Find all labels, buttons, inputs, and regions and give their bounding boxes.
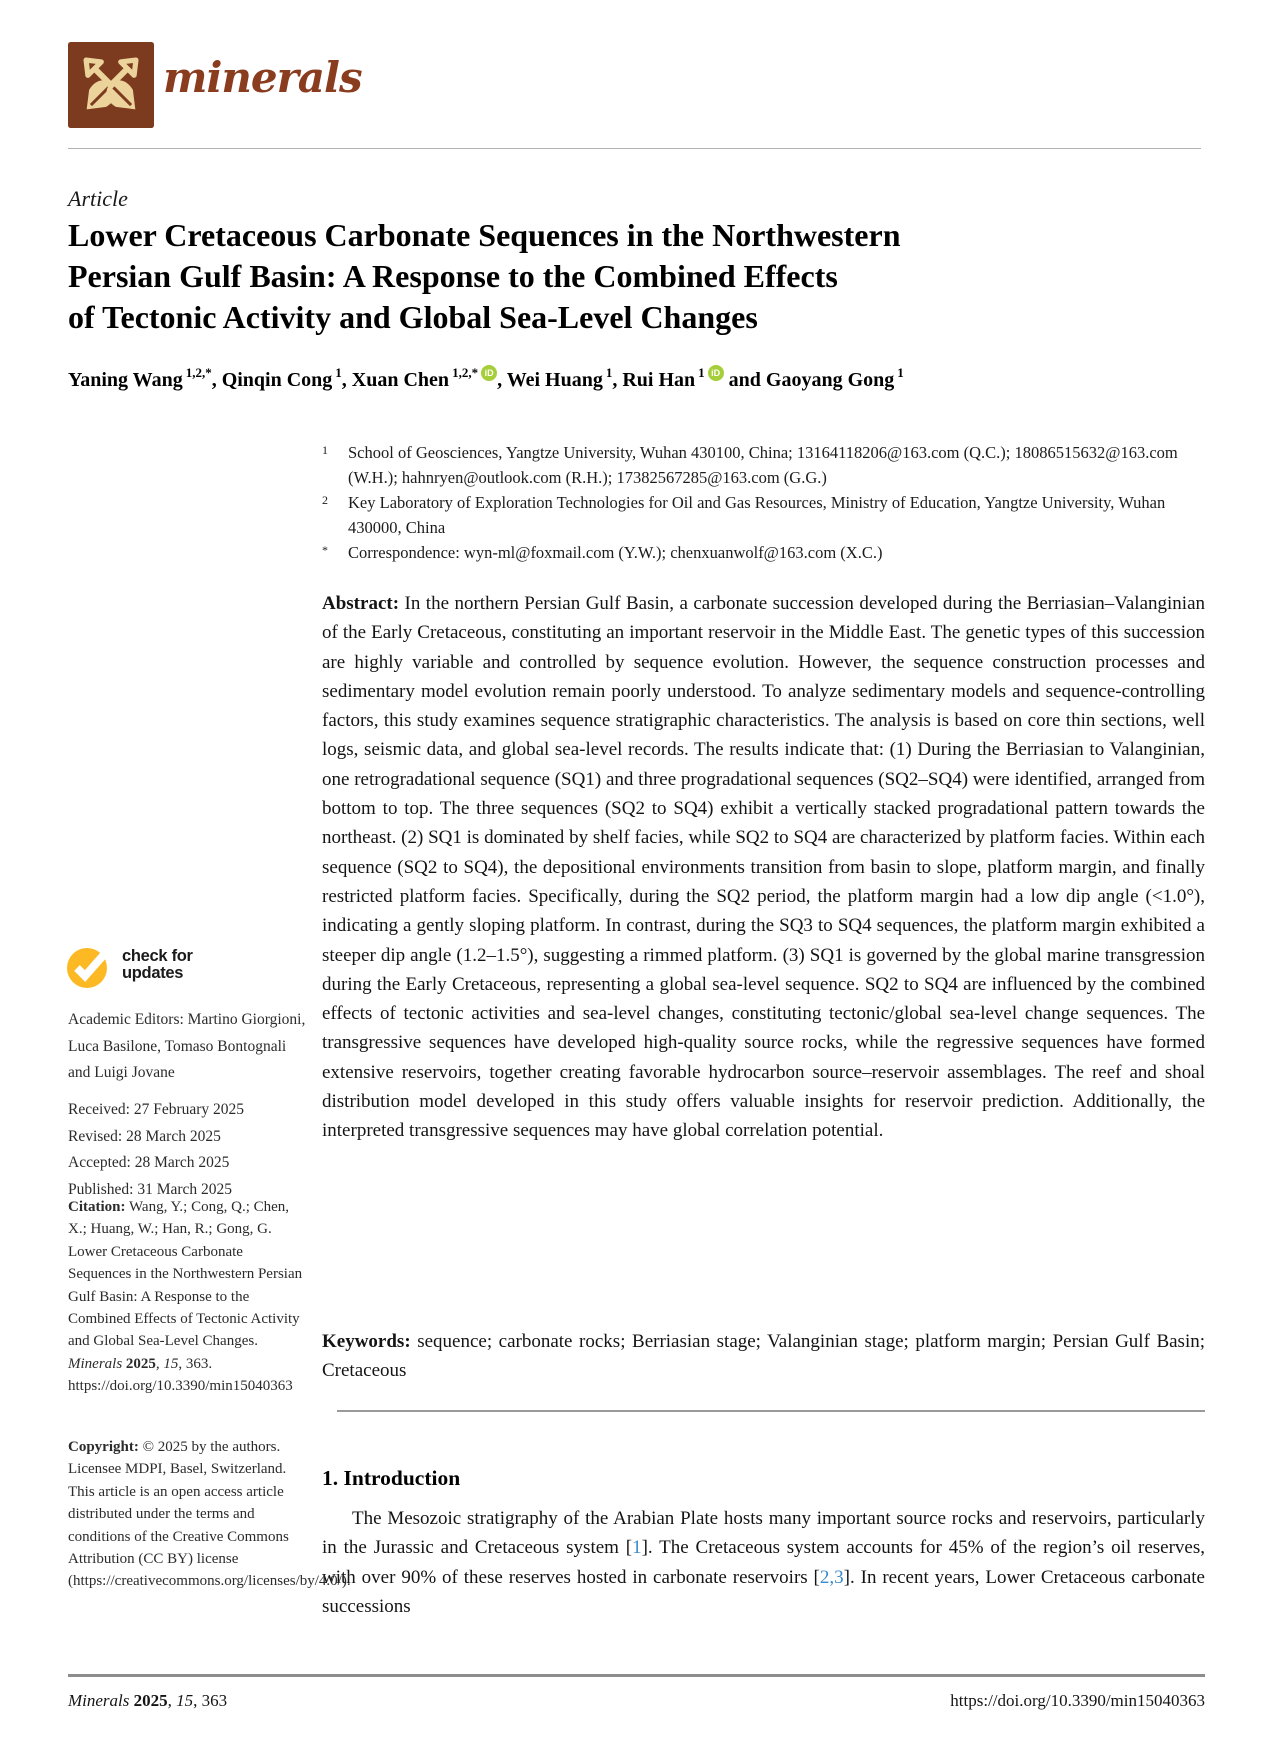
received-date: Received: 27 February 2025: [68, 1101, 245, 1118]
author: Yaning Wang 1,2,*,: [68, 365, 222, 391]
citation-label: Citation:: [68, 1199, 126, 1215]
check-for-updates-badge[interactable]: check for updates: [66, 940, 193, 990]
citation-text: Wang, Y.; Cong, Q.; Chen, X.; Huang, W.;…: [68, 1199, 303, 1350]
author: Qinqin Cong 1,: [221, 365, 352, 391]
academic-editors: Academic Editors: Martino Giorgioni, Luc…: [68, 1011, 306, 1081]
author-line: Yaning Wang 1,2,*, Qinqin Cong 1, Xuan Che…: [68, 365, 1188, 392]
title-line-2: Persian Gulf Basin: A Response to the Co…: [68, 258, 838, 294]
correspondence-text: Correspondence: wyn-ml@foxmail.com (Y.W.…: [348, 543, 883, 562]
author: Xuan Chen 1,2,* iD,: [351, 365, 507, 391]
title-line-3: of Tectonic Activity and Global Sea-Leve…: [68, 299, 758, 335]
crossed-shovels-icon: [68, 42, 154, 128]
accepted-date: Accepted: 28 March 2025: [68, 1154, 230, 1171]
header-divider: [68, 148, 1201, 149]
affiliation-text: School of Geosciences, Yangtze Universit…: [348, 443, 1178, 487]
intro-text: The Mesozoic stratigraphy of the Arabian…: [322, 1508, 1205, 1559]
minerals-logo-icon: [68, 42, 154, 128]
citation-ref-link[interactable]: 1: [632, 1537, 642, 1559]
citation-journal: Minerals: [68, 1355, 126, 1372]
introduction-paragraph: The Mesozoic stratigraphy of the Arabian…: [322, 1504, 1205, 1621]
abstract-text: In the northern Persian Gulf Basin, a ca…: [322, 593, 1206, 1142]
citation-doi-link[interactable]: https://doi.org/10.3390/min15040363: [68, 1378, 293, 1395]
citation-volume: , 15: [155, 1355, 179, 1372]
keywords: Keywords: sequence; carbonate rocks; Ber…: [322, 1327, 1205, 1386]
correspondence-marker: *: [322, 543, 328, 557]
published-date: Published: 31 March 2025: [68, 1180, 233, 1198]
copyright-block: Copyright: © 2025 by the authors. Licens…: [68, 1436, 351, 1593]
affiliations: 1 School of Geosciences, Yangtze Univers…: [322, 440, 1205, 565]
orcid-icon[interactable]: iD: [481, 365, 498, 381]
abstract: Abstract: In the northern Persian Gulf B…: [322, 589, 1205, 1146]
affiliation-item: 1 School of Geosciences, Yangtze Univers…: [322, 440, 1205, 490]
citation-year: 2025: [125, 1355, 156, 1372]
check-for-updates-label: check for updates: [122, 947, 193, 982]
footer-divider: [68, 1674, 1205, 1677]
citation-ref-link[interactable]: 2,3: [819, 1566, 844, 1588]
abstract-label: Abstract:: [322, 593, 400, 614]
affiliation-marker: 2: [322, 493, 328, 507]
footer-journal-ref: Minerals 2025, 15, 363: [68, 1691, 228, 1710]
affiliation-item: * Correspondence: wyn-ml@foxmail.com (Y.…: [322, 540, 1205, 565]
check-circle-icon: [67, 947, 111, 988]
affiliation-marker: 1: [322, 443, 328, 457]
citation-page: , 363.: [178, 1355, 213, 1372]
article-dates: Received: 27 February 2025 Revised: 28 M…: [68, 1097, 306, 1203]
affiliation-item: 2 Key Laboratory of Exploration Technolo…: [322, 490, 1205, 540]
intro-text: ]. The Cretaceous system accounts for 45…: [322, 1537, 1206, 1588]
revised-date: Revised: 28 March 2025: [68, 1127, 221, 1145]
copyright-text: © 2025 by the authors. Licensee MDPI, Ba…: [68, 1439, 351, 1590]
keywords-text: sequence; carbonate rocks; Berriasian st…: [322, 1331, 1205, 1382]
affiliation-text: Key Laboratory of Exploration Technologi…: [348, 493, 1166, 537]
author: Rui Han 1 iD and: [622, 365, 766, 391]
article-type-label: Article: [68, 186, 128, 211]
intro-text: ]. In recent years, Lower Cretaceous car…: [322, 1566, 1205, 1617]
footer-doi-link[interactable]: https://doi.org/10.3390/min15040363: [950, 1691, 1205, 1710]
citation-block: Citation: Wang, Y.; Cong, Q.; Chen, X.; …: [68, 1196, 306, 1398]
paper-title: Lower Cretaceous Carbonate Sequences in …: [68, 215, 1108, 338]
orcid-icon[interactable]: iD: [707, 365, 724, 381]
author: Gaoyang Gong 1: [765, 365, 904, 391]
journal-wordmark: minerals: [163, 53, 363, 102]
keywords-divider: [337, 1410, 1205, 1412]
copyright-label: Copyright:: [68, 1439, 139, 1455]
keywords-label: Keywords:: [322, 1331, 411, 1352]
author: Wei Huang 1,: [506, 365, 623, 391]
title-line-1: Lower Cretaceous Carbonate Sequences in …: [68, 217, 901, 253]
section-heading-introduction: 1. Introduction: [322, 1466, 461, 1490]
